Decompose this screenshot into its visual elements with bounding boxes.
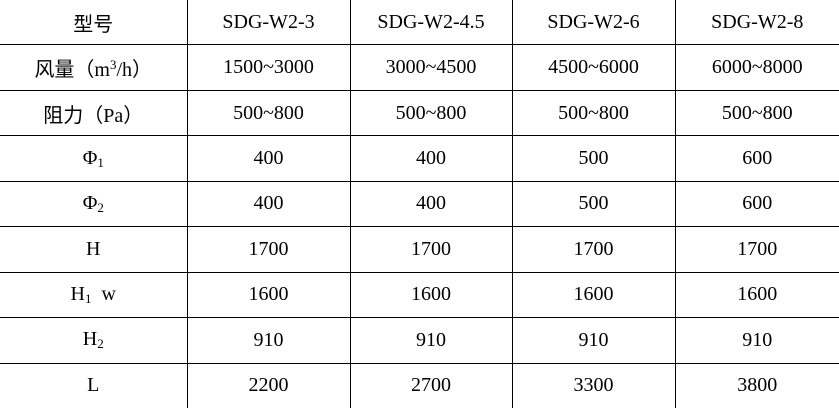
table-row: H 1700 1700 1700 1700 bbox=[0, 226, 839, 273]
row-label-pre: H bbox=[86, 237, 101, 260]
table-row: 阻力（Pa） 500~800 500~800 500~800 500~800 bbox=[0, 89, 839, 137]
model-header: SDG-W2-3 bbox=[186, 0, 351, 46]
table-cell: 400 bbox=[349, 180, 513, 228]
table-cell: 1600 bbox=[674, 271, 839, 319]
table-cell: 500 bbox=[511, 135, 676, 182]
table-cell: 500~800 bbox=[186, 89, 351, 137]
row-label: H1 w bbox=[0, 271, 188, 319]
row-label-pre: Φ bbox=[82, 191, 98, 214]
row-label-sub: 1 bbox=[97, 154, 104, 170]
table-cell: 500~800 bbox=[674, 89, 839, 137]
row-label-post: w bbox=[91, 282, 116, 305]
table-cell: 500~800 bbox=[349, 89, 513, 137]
row-label-pre: Φ bbox=[82, 146, 98, 169]
table-cell: 500 bbox=[511, 180, 676, 228]
row-label: 阻力（Pa） bbox=[0, 89, 188, 137]
model-header-label: 型号 bbox=[0, 0, 188, 46]
model-header: SDG-W2-6 bbox=[511, 0, 676, 46]
table-cell: 2200 bbox=[186, 362, 351, 408]
table-cell: 910 bbox=[674, 317, 839, 364]
row-label: H2 bbox=[0, 317, 188, 364]
table-row: H2 910 910 910 910 bbox=[0, 317, 839, 364]
table-row: L 2200 2700 3300 3800 bbox=[0, 362, 839, 408]
table-cell: 3000~4500 bbox=[349, 44, 513, 91]
table-cell: 1600 bbox=[186, 271, 351, 319]
row-label: Φ2 bbox=[0, 180, 188, 228]
model-header: SDG-W2-4.5 bbox=[349, 0, 513, 46]
row-label-sub: 2 bbox=[97, 336, 104, 352]
table-cell: 910 bbox=[511, 317, 676, 364]
header-row: 型号 SDG-W2-3 SDG-W2-4.5 SDG-W2-6 SDG-W2-8 bbox=[0, 0, 839, 46]
table-row: Φ1 400 400 500 600 bbox=[0, 135, 839, 182]
row-label-pre: L bbox=[87, 374, 100, 397]
table-row: Φ2 400 400 500 600 bbox=[0, 180, 839, 228]
table-cell: 1700 bbox=[349, 226, 513, 273]
table-cell: 910 bbox=[186, 317, 351, 364]
table-cell: 1700 bbox=[674, 226, 839, 273]
table-cell: 1700 bbox=[511, 226, 676, 273]
row-label-pre: H bbox=[70, 282, 85, 305]
table-cell: 500~800 bbox=[511, 89, 676, 137]
table-cell: 3300 bbox=[511, 362, 676, 408]
table-cell: 600 bbox=[674, 180, 839, 228]
table-cell: 2700 bbox=[349, 362, 513, 408]
row-label-sup: 3 bbox=[110, 57, 117, 73]
row-label-sub: 1 bbox=[85, 290, 92, 306]
table-cell: 1500~3000 bbox=[186, 44, 351, 91]
table-cell: 600 bbox=[674, 135, 839, 182]
row-label-pre: 风量（m bbox=[34, 59, 110, 82]
table-cell: 1700 bbox=[186, 226, 351, 273]
table-cell: 1600 bbox=[511, 271, 676, 319]
table-cell: 400 bbox=[186, 135, 351, 182]
model-header: SDG-W2-8 bbox=[674, 0, 839, 46]
row-label: H bbox=[0, 226, 188, 273]
table-cell: 4500~6000 bbox=[511, 44, 676, 91]
table-cell: 400 bbox=[186, 180, 351, 228]
table-row: H1 w 1600 1600 1600 1600 bbox=[0, 271, 839, 319]
table-cell: 1600 bbox=[349, 271, 513, 319]
table-cell: 3800 bbox=[674, 362, 839, 408]
row-label: Φ1 bbox=[0, 135, 188, 182]
row-label-pre: H bbox=[82, 328, 98, 351]
row-label: 风量（m3/h） bbox=[0, 44, 188, 91]
row-label-sub: 2 bbox=[97, 199, 104, 215]
row-label: L bbox=[0, 362, 188, 408]
table-cell: 6000~8000 bbox=[674, 44, 839, 91]
table-row: 风量（m3/h） 1500~3000 3000~4500 4500~6000 6000~… bbox=[0, 44, 839, 91]
row-label-post: /h） bbox=[116, 59, 153, 82]
row-label-pre: 阻力（Pa） bbox=[43, 104, 144, 127]
table-cell: 400 bbox=[349, 135, 513, 182]
table-cell: 910 bbox=[349, 317, 513, 364]
